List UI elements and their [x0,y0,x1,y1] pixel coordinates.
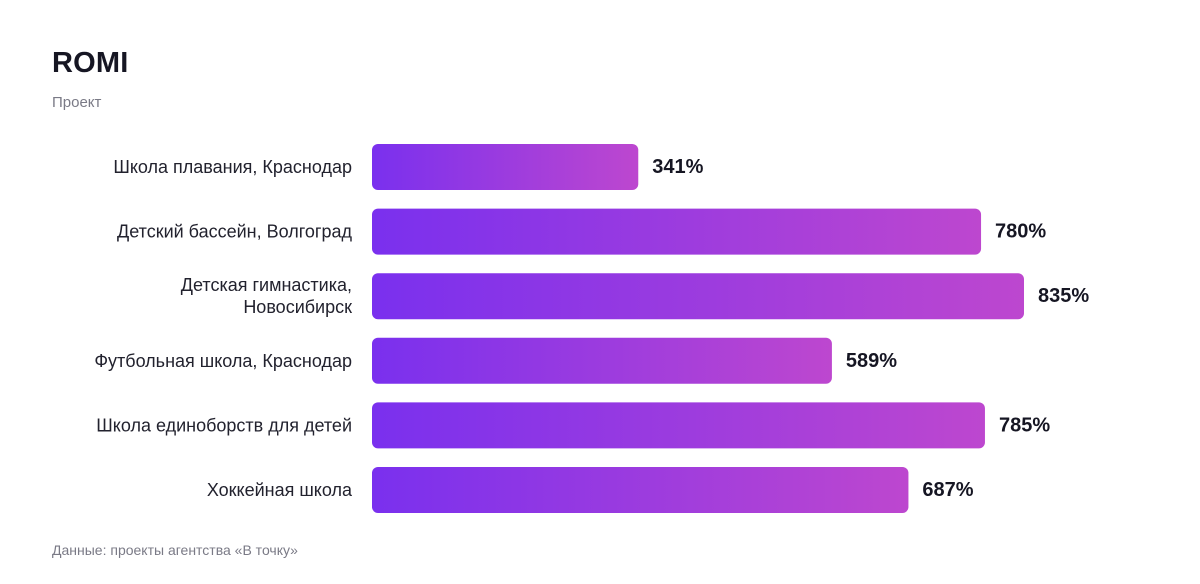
category-label-line: Хоккейная школа [207,480,353,500]
bar [372,144,639,190]
data-source-note: Данные: проекты агентства «В точку» [52,542,298,558]
value-label: 341% [652,156,703,178]
value-label: 780% [995,221,1046,243]
category-label: Хоккейная школа [207,480,353,500]
bar [372,208,982,255]
category-label-line: Новосибирск [243,297,352,317]
category-label-line: Школа плавания, Краснодар [113,157,352,177]
category-label-line: Футбольная школа, Краснодар [94,351,352,371]
category-label: Школа единоборств для детей [96,415,352,435]
category-label: Детская гимнастика, Новосибирск [181,275,352,317]
bar [372,337,832,384]
bar [372,273,1024,320]
category-label-line: Детская гимнастика, [181,275,352,295]
chart-subtitle: Проект [52,94,102,111]
value-label: 589% [846,350,897,372]
bar [372,467,909,513]
chart-title: ROMI [52,47,129,79]
bars-group: Школа плавания, Краснодар 341% Детский бас… [94,144,1089,513]
value-label: 835% [1038,285,1089,307]
category-label-line: Школа единоборств для детей [96,415,352,435]
bar [372,402,985,449]
category-label: Детский бассейн, Волгоград [117,222,352,242]
value-label: 785% [999,414,1050,436]
value-label: 687% [922,479,973,501]
category-label: Футбольная школа, Краснодар [94,351,352,371]
category-label: Школа плавания, Краснодар [113,157,352,177]
category-label-line: Детский бассейн, Волгоград [117,222,352,242]
